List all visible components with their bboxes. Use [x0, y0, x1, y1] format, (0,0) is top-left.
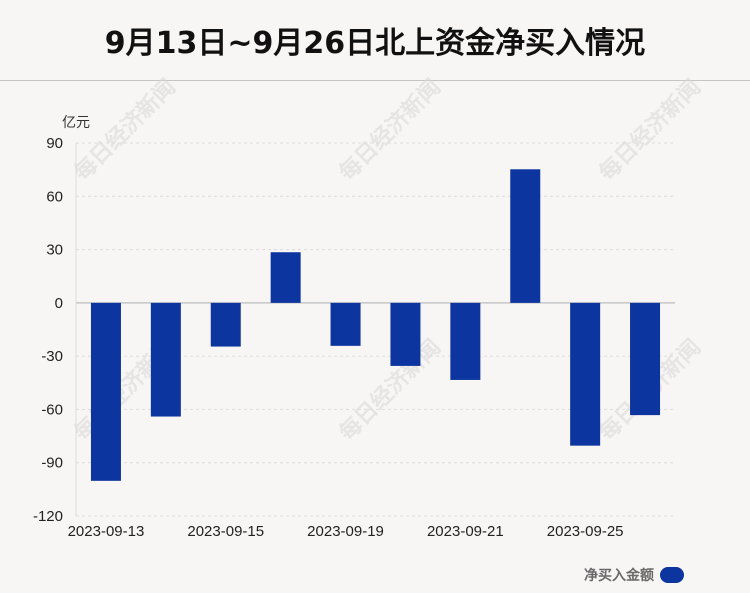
- y-tick-label: 30: [46, 242, 63, 259]
- bar: [630, 302, 661, 416]
- bar-series: [90, 169, 661, 481]
- x-tick-label: 2023-09-21: [427, 523, 504, 540]
- bar: [90, 302, 121, 481]
- x-tick-label: 2023-09-25: [547, 523, 624, 540]
- bar: [210, 302, 241, 347]
- y-tick-label: -90: [41, 455, 63, 472]
- y-tick-label: 0: [55, 295, 63, 312]
- x-tick-label: 2023-09-13: [68, 523, 145, 540]
- bar: [390, 302, 421, 366]
- watermark-text: 每日经济新闻: [594, 74, 706, 186]
- x-tick-label: 2023-09-19: [307, 523, 384, 540]
- y-tick-label: 60: [46, 188, 63, 205]
- bar: [150, 302, 181, 417]
- bar: [270, 252, 301, 303]
- y-tick-label: -30: [41, 348, 63, 365]
- y-axis-ticks: 90 60 30 0 -30 -60 -90 -120: [33, 135, 63, 525]
- y-tick-label: 90: [46, 135, 63, 152]
- legend-label: 净买入金额: [584, 568, 654, 584]
- y-tick-label: -120: [33, 508, 63, 525]
- chart-title: 9月13日~9月26日北上资金净买入情况: [104, 26, 646, 61]
- y-axis-unit-label: 亿元: [62, 115, 90, 131]
- x-tick-label: 2023-09-15: [187, 523, 264, 540]
- watermark-text: 每日经济新闻: [69, 74, 181, 186]
- x-axis-ticks: 2023-09-13 2023-09-15 2023-09-19 2023-09-21…: [68, 523, 624, 540]
- bar: [510, 169, 541, 303]
- legend-swatch: [660, 567, 684, 583]
- y-tick-label: -60: [41, 401, 63, 418]
- bar: [330, 302, 361, 346]
- bar: [450, 302, 481, 380]
- bar: [570, 302, 601, 446]
- watermark-text: 每日经济新闻: [334, 334, 446, 446]
- watermark-text: 每日经济新闻: [334, 74, 446, 186]
- legend: 净买入金额: [584, 565, 684, 585]
- title-divider: [0, 80, 750, 81]
